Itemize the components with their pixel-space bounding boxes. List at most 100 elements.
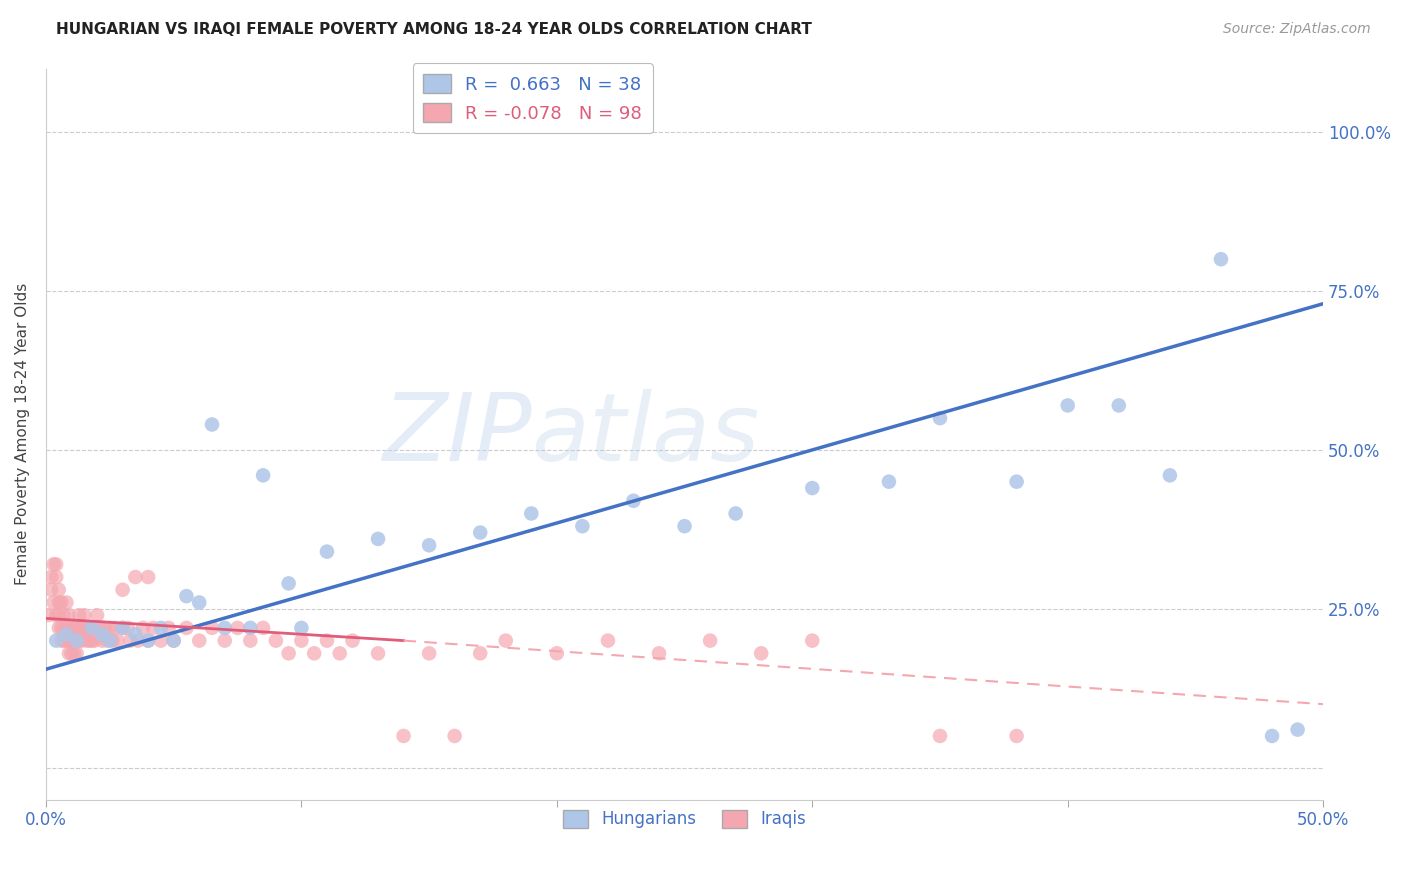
Point <box>124 627 146 641</box>
Point <box>65 621 87 635</box>
Point <box>79 621 101 635</box>
Point <box>51 633 73 648</box>
Point <box>132 621 155 635</box>
Point <box>1286 723 1309 737</box>
Point <box>48 595 70 609</box>
Point <box>929 411 952 425</box>
Point <box>51 621 73 635</box>
Point <box>107 633 129 648</box>
Point <box>136 570 159 584</box>
Point <box>201 417 224 432</box>
Point <box>188 633 211 648</box>
Point <box>91 627 114 641</box>
Point <box>596 633 619 648</box>
Point <box>623 493 645 508</box>
Point <box>329 646 352 660</box>
Point <box>52 621 75 635</box>
Point <box>45 570 67 584</box>
Point <box>111 621 134 635</box>
Point <box>67 633 90 648</box>
Point <box>70 621 93 635</box>
Point <box>127 633 149 648</box>
Point <box>290 633 312 648</box>
Point <box>42 595 65 609</box>
Point <box>142 621 165 635</box>
Point <box>176 621 198 635</box>
Point <box>316 633 339 648</box>
Point <box>188 595 211 609</box>
Point <box>1261 729 1284 743</box>
Point <box>89 621 111 635</box>
Point <box>149 621 172 635</box>
Point <box>55 621 77 635</box>
Point <box>176 589 198 603</box>
Point <box>39 570 62 584</box>
Point <box>120 633 142 648</box>
Point <box>111 621 134 635</box>
Legend: Hungarians, Iraqis: Hungarians, Iraqis <box>557 803 813 835</box>
Point <box>83 621 105 635</box>
Point <box>73 608 96 623</box>
Point <box>67 621 90 635</box>
Point <box>149 633 172 648</box>
Point <box>342 633 364 648</box>
Point <box>60 633 83 648</box>
Point <box>52 608 75 623</box>
Point <box>101 633 124 648</box>
Point <box>65 633 87 648</box>
Point <box>316 544 339 558</box>
Point <box>392 729 415 743</box>
Point <box>136 633 159 648</box>
Point <box>124 570 146 584</box>
Point <box>470 646 492 660</box>
Point <box>1005 729 1028 743</box>
Point <box>157 621 180 635</box>
Point <box>571 519 593 533</box>
Y-axis label: Female Poverty Among 18-24 Year Olds: Female Poverty Among 18-24 Year Olds <box>15 283 30 585</box>
Point <box>39 582 62 597</box>
Point <box>443 729 465 743</box>
Point <box>65 646 87 660</box>
Point <box>55 633 77 648</box>
Point <box>877 475 900 489</box>
Point <box>111 582 134 597</box>
Point <box>724 507 747 521</box>
Point <box>648 646 671 660</box>
Text: ZIP: ZIP <box>381 389 531 480</box>
Point <box>63 621 86 635</box>
Point <box>929 729 952 743</box>
Point <box>163 633 186 648</box>
Point <box>58 633 80 648</box>
Point <box>98 633 121 648</box>
Text: HUNGARIAN VS IRAQI FEMALE POVERTY AMONG 18-24 YEAR OLDS CORRELATION CHART: HUNGARIAN VS IRAQI FEMALE POVERTY AMONG … <box>56 22 813 37</box>
Point <box>60 621 83 635</box>
Point <box>45 633 67 648</box>
Point <box>1159 468 1181 483</box>
Point <box>367 646 389 660</box>
Point <box>91 633 114 648</box>
Point <box>801 633 824 648</box>
Point <box>201 621 224 635</box>
Point <box>136 633 159 648</box>
Point <box>80 621 103 635</box>
Point <box>1005 475 1028 489</box>
Point <box>96 633 118 648</box>
Point <box>239 633 262 648</box>
Point <box>418 538 440 552</box>
Point <box>63 646 86 660</box>
Point <box>117 621 139 635</box>
Point <box>495 633 517 648</box>
Point <box>290 621 312 635</box>
Point <box>86 608 108 623</box>
Point <box>60 646 83 660</box>
Point <box>277 646 299 660</box>
Point <box>1056 399 1078 413</box>
Point <box>264 633 287 648</box>
Point <box>58 646 80 660</box>
Point <box>673 519 696 533</box>
Point <box>48 621 70 635</box>
Point <box>67 608 90 623</box>
Point <box>38 608 60 623</box>
Point <box>1108 399 1130 413</box>
Point <box>239 621 262 635</box>
